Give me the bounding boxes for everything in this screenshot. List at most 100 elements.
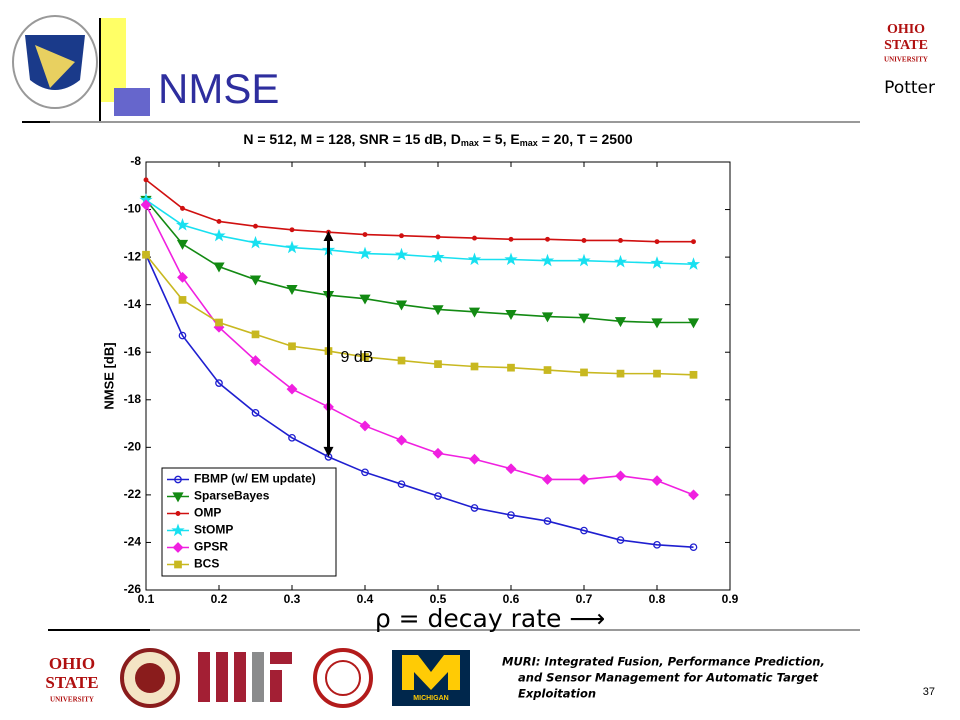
michigan-logo: MICHIGAN xyxy=(392,650,470,706)
marker xyxy=(143,177,149,183)
y-tick-label: -10 xyxy=(124,202,142,216)
x-axis-label: ρ = decay rate ⟶ xyxy=(375,604,605,633)
legend-label: StOMP xyxy=(194,523,233,537)
marker xyxy=(542,474,553,485)
marker xyxy=(359,420,371,432)
marker xyxy=(399,233,404,239)
marker xyxy=(650,256,664,269)
legend-label: FBMP (w/ EM update) xyxy=(194,472,316,486)
marker xyxy=(177,271,188,283)
marker xyxy=(614,317,627,328)
marker xyxy=(543,366,552,374)
marker xyxy=(212,228,226,242)
x-tick-label: 0.6 xyxy=(503,592,520,606)
marker xyxy=(577,253,591,267)
slide-heading: NMSE xyxy=(158,65,279,112)
marker xyxy=(286,285,298,296)
svg-text:OHIO: OHIO xyxy=(887,22,925,37)
marker xyxy=(689,370,698,379)
series-line xyxy=(145,204,694,496)
marker xyxy=(285,240,299,254)
marker xyxy=(175,218,190,231)
arrow-head xyxy=(323,446,334,457)
marker xyxy=(359,294,371,305)
y-tick-label: -18 xyxy=(124,392,142,406)
marker xyxy=(687,318,700,329)
marker xyxy=(651,318,663,329)
afrl-logo xyxy=(12,15,98,109)
x-tick-label: 0.7 xyxy=(576,592,593,606)
marker xyxy=(580,526,588,535)
chart-title: N = 512, M = 128, SNR = 15 dB, Dmax = 5,… xyxy=(243,131,633,149)
marker xyxy=(251,409,260,417)
marker xyxy=(618,238,623,243)
osu-logo: OHIO STATE UNIVERSITY xyxy=(884,22,928,63)
arrow-head xyxy=(323,230,334,241)
marker xyxy=(249,275,262,286)
marker xyxy=(216,218,222,224)
marker xyxy=(508,236,514,242)
footer-line: and Sensor Management for Automatic Targ… xyxy=(518,671,819,685)
legend-label: GPSR xyxy=(194,540,228,554)
legend-marker xyxy=(172,542,184,553)
marker xyxy=(397,356,406,365)
mit-logo xyxy=(198,652,292,702)
marker xyxy=(215,379,223,387)
marker xyxy=(540,253,555,267)
marker xyxy=(140,199,152,211)
marker xyxy=(435,234,441,240)
series-line xyxy=(145,254,694,376)
marker xyxy=(396,434,407,446)
marker xyxy=(288,433,296,442)
marker xyxy=(543,517,552,525)
y-tick-label: -16 xyxy=(124,344,142,358)
marker xyxy=(248,235,263,249)
marker xyxy=(472,235,477,241)
marker xyxy=(653,540,661,549)
svg-text:MICHIGAN: MICHIGAN xyxy=(413,695,448,702)
osu-logo-bottom: OHIO STATE UNIVERSITY xyxy=(45,654,98,704)
x-tick-label: 0.2 xyxy=(211,592,228,606)
marker xyxy=(215,318,223,327)
marker xyxy=(361,353,369,361)
marker xyxy=(653,369,661,378)
y-axis-label: NMSE [dB] xyxy=(101,342,116,409)
y-tick-label: -12 xyxy=(124,249,142,263)
y-tick-label: -22 xyxy=(124,487,142,501)
author: Potter xyxy=(884,78,935,98)
marker xyxy=(467,252,482,266)
marker xyxy=(578,313,590,324)
svg-text:STATE: STATE xyxy=(884,38,928,53)
marker xyxy=(358,246,372,260)
marker xyxy=(691,239,696,245)
marker xyxy=(654,239,660,245)
legend-marker xyxy=(171,523,185,537)
marker xyxy=(288,342,296,351)
marker xyxy=(397,480,406,489)
marker xyxy=(251,330,260,339)
marker xyxy=(253,223,258,229)
y-tick-label: -24 xyxy=(124,535,142,549)
marker xyxy=(581,238,587,243)
marker xyxy=(176,239,189,250)
marker xyxy=(616,536,625,544)
legend-label: BCS xyxy=(194,557,219,571)
marker xyxy=(541,312,554,323)
svg-text:OHIO: OHIO xyxy=(49,654,95,673)
marker xyxy=(395,300,408,311)
series-line xyxy=(145,254,694,548)
marker xyxy=(545,236,550,242)
svg-text:UNIVERSITY: UNIVERSITY xyxy=(884,56,928,64)
marker xyxy=(505,310,517,321)
marker xyxy=(688,489,699,501)
marker xyxy=(507,511,515,519)
x-tick-label: 0.4 xyxy=(357,592,374,606)
y-tick-label: -8 xyxy=(130,154,141,168)
marker xyxy=(686,257,701,270)
marker xyxy=(432,305,444,316)
marker xyxy=(469,453,480,465)
marker xyxy=(178,296,187,304)
marker xyxy=(616,369,625,378)
marker xyxy=(613,254,628,268)
marker xyxy=(178,331,187,340)
